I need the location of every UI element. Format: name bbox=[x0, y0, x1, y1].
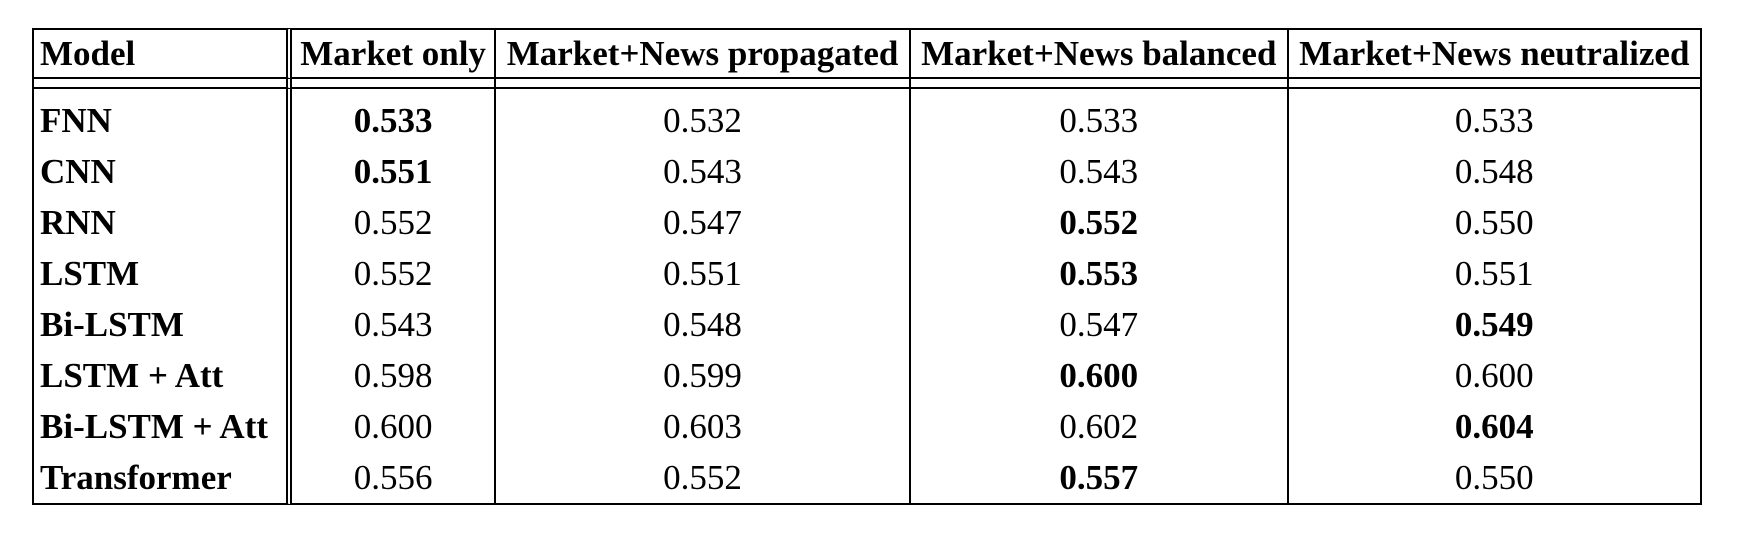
model-name-cell: Bi-LSTM + Att bbox=[32, 401, 292, 452]
model-name-cell: LSTM + Att bbox=[32, 350, 292, 401]
value-cell: 0.550 bbox=[1288, 452, 1702, 505]
value-cell: 0.552 bbox=[292, 248, 497, 299]
value-cell: 0.600 bbox=[292, 401, 497, 452]
table-row: RNN 0.552 0.547 0.552 0.550 bbox=[32, 197, 1702, 248]
value-cell: 0.551 bbox=[1289, 248, 1702, 299]
model-name-cell: CNN bbox=[32, 146, 292, 197]
table-row: Bi-LSTM 0.543 0.548 0.547 0.549 bbox=[32, 299, 1702, 350]
table-row: FNN 0.533 0.532 0.533 0.533 bbox=[32, 89, 1702, 146]
value-cell: 0.549 bbox=[1289, 299, 1702, 350]
value-cell: 0.533 bbox=[911, 89, 1289, 146]
value-cell: 0.599 bbox=[496, 350, 911, 401]
table-row: LSTM 0.552 0.551 0.553 0.551 bbox=[32, 248, 1702, 299]
value-cell: 0.548 bbox=[496, 299, 911, 350]
value-cell: 0.550 bbox=[1289, 197, 1702, 248]
value-cell: 0.557 bbox=[910, 452, 1289, 505]
value-cell: 0.603 bbox=[496, 401, 911, 452]
header-row: Model Market only Market+News propagated… bbox=[32, 28, 1702, 79]
model-name-cell: Bi-LSTM bbox=[32, 299, 292, 350]
value-cell: 0.604 bbox=[1289, 401, 1702, 452]
header-gap bbox=[32, 79, 1702, 89]
table-row: Bi-LSTM + Att 0.600 0.603 0.602 0.604 bbox=[32, 401, 1702, 452]
table-row: CNN 0.551 0.543 0.543 0.548 bbox=[32, 146, 1702, 197]
header-market-news-neutralized: Market+News neutralized bbox=[1288, 28, 1702, 79]
table-row: Transformer 0.556 0.552 0.557 0.550 bbox=[32, 452, 1702, 505]
model-name-cell: FNN bbox=[32, 89, 292, 146]
results-table: Model Market only Market+News propagated… bbox=[32, 28, 1702, 505]
value-cell: 0.533 bbox=[292, 89, 497, 146]
value-cell: 0.556 bbox=[292, 452, 497, 505]
value-cell: 0.543 bbox=[496, 146, 911, 197]
value-cell: 0.553 bbox=[911, 248, 1289, 299]
value-cell: 0.598 bbox=[292, 350, 497, 401]
value-cell: 0.552 bbox=[496, 452, 911, 505]
model-name-cell: LSTM bbox=[32, 248, 292, 299]
value-cell: 0.551 bbox=[496, 248, 911, 299]
value-cell: 0.602 bbox=[911, 401, 1289, 452]
value-cell: 0.547 bbox=[911, 299, 1289, 350]
value-cell: 0.543 bbox=[292, 299, 497, 350]
value-cell: 0.543 bbox=[911, 146, 1289, 197]
header-market-only: Market only bbox=[292, 28, 497, 79]
header-market-news-balanced: Market+News balanced bbox=[910, 28, 1289, 79]
header-market-news-propagated: Market+News propagated bbox=[496, 28, 911, 79]
value-cell: 0.547 bbox=[496, 197, 911, 248]
value-cell: 0.532 bbox=[496, 89, 911, 146]
model-name-cell: Transformer bbox=[32, 452, 292, 505]
value-cell: 0.533 bbox=[1289, 89, 1702, 146]
value-cell: 0.552 bbox=[911, 197, 1289, 248]
value-cell: 0.600 bbox=[1289, 350, 1702, 401]
table-row: LSTM + Att 0.598 0.599 0.600 0.600 bbox=[32, 350, 1702, 401]
value-cell: 0.600 bbox=[911, 350, 1289, 401]
value-cell: 0.551 bbox=[292, 146, 497, 197]
value-cell: 0.552 bbox=[292, 197, 497, 248]
value-cell: 0.548 bbox=[1289, 146, 1702, 197]
model-name-cell: RNN bbox=[32, 197, 292, 248]
header-model: Model bbox=[32, 28, 292, 79]
